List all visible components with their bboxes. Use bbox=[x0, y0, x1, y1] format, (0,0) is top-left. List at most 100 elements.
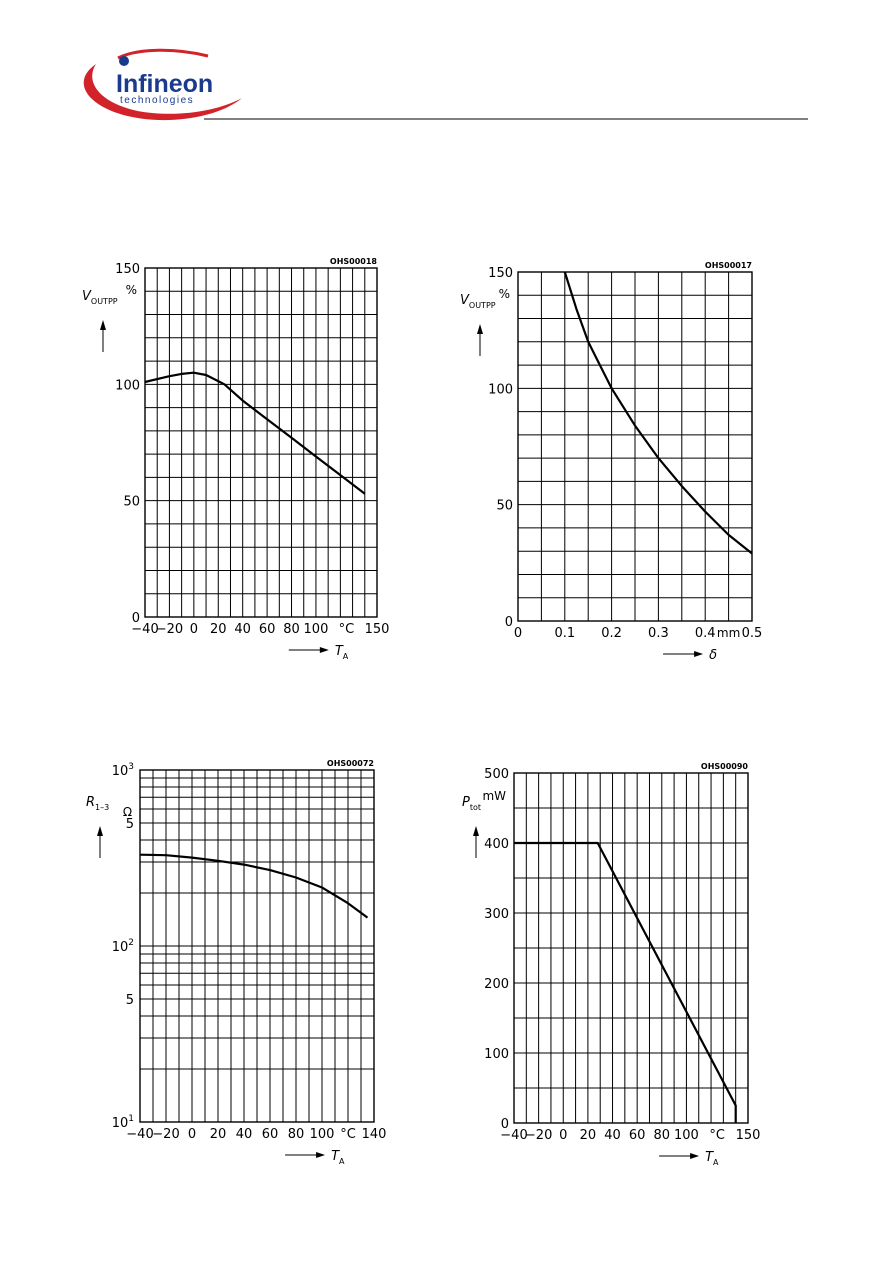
x-tick-label: −20 bbox=[152, 1127, 179, 1142]
figure-code: OHS00090 bbox=[701, 762, 749, 771]
series-line-1 bbox=[144, 371, 366, 495]
x-tick-label: 20 bbox=[210, 1127, 227, 1142]
y-tick-label: 50 bbox=[123, 495, 140, 510]
x-tick-label: 60 bbox=[259, 622, 276, 637]
x-tick-label: 0 bbox=[514, 626, 522, 641]
x-axis-label: TA bbox=[335, 644, 349, 661]
x-tick-label: °C bbox=[709, 1128, 725, 1143]
x-axis-subscript: A bbox=[339, 1157, 345, 1166]
y-tick-label: 0 bbox=[501, 1117, 509, 1132]
x-tick-label: 40 bbox=[236, 1127, 253, 1142]
x-axis-arrowhead bbox=[694, 651, 704, 657]
x-tick-label: 0 bbox=[559, 1128, 567, 1143]
x-tick-label: −20 bbox=[156, 622, 183, 637]
y-tick-label: 200 bbox=[484, 977, 509, 992]
x-tick-label: −40 bbox=[126, 1127, 153, 1142]
chart-2: 0 0.1 0.2 0.3 0.4 0.5 0 50 100 150 OHS00017 VOUTPP%… bbox=[460, 261, 762, 663]
x-tick-label: 80 bbox=[654, 1128, 671, 1143]
plot-frame bbox=[513, 772, 749, 1124]
y-axis-subscript: tot bbox=[470, 803, 481, 812]
y-axis-subscript: OUTPP bbox=[469, 301, 496, 310]
x-tick-label: 0.5 bbox=[742, 626, 763, 641]
y-tick-label: 5 bbox=[126, 817, 134, 832]
x-tick-label: 20 bbox=[210, 622, 227, 637]
y-tick-label: 100 bbox=[484, 1047, 509, 1062]
series-line-1 bbox=[563, 271, 753, 555]
series-line-1 bbox=[139, 853, 369, 919]
figure-code: OHS00017 bbox=[705, 261, 752, 270]
x-axis-label: TA bbox=[331, 1149, 345, 1166]
y-tick-exponent: 3 bbox=[128, 762, 134, 772]
logo-sub: technologies bbox=[120, 95, 194, 106]
chart-1: −40−20 0 20 40 60 80 100 °C 150 0 50 100 150 OHS00018… bbox=[82, 257, 389, 661]
x-tick-label: 140 bbox=[362, 1127, 387, 1142]
plot-frame bbox=[139, 769, 375, 1123]
x-tick-label: 0 bbox=[188, 1127, 196, 1142]
plot-frame bbox=[517, 271, 753, 622]
y-axis-unit: % bbox=[499, 287, 510, 301]
y-tick-label: 150 bbox=[488, 266, 513, 281]
x-tick-label: 150 bbox=[736, 1128, 761, 1143]
grid bbox=[513, 772, 749, 1124]
x-tick-label: −40 bbox=[131, 622, 158, 637]
x-axis-label: δ bbox=[709, 648, 717, 663]
y-axis-label: VOUTPP bbox=[460, 293, 496, 310]
x-tick-label: 20 bbox=[580, 1128, 597, 1143]
y-tick-label: 100 bbox=[115, 378, 140, 393]
x-tick-label: °C bbox=[339, 622, 355, 637]
y-axis-arrowhead bbox=[473, 826, 479, 836]
x-tick-label: 0.3 bbox=[648, 626, 669, 641]
y-axis-arrowhead bbox=[97, 826, 103, 836]
y-tick-label: 150 bbox=[115, 262, 140, 277]
series-line-1 bbox=[514, 841, 737, 1123]
y-tick-exponent: 2 bbox=[128, 938, 134, 948]
x-axis-label: TA bbox=[705, 1150, 719, 1167]
y-tick-label: 500 bbox=[484, 767, 509, 782]
x-tick-label: °C bbox=[340, 1127, 356, 1142]
y-tick-label: 5 bbox=[126, 993, 134, 1008]
y-axis-unit: Ω bbox=[123, 805, 132, 819]
page-header: Infineon technologies bbox=[83, 48, 808, 121]
grid bbox=[517, 271, 753, 622]
x-tick-label: 100 bbox=[674, 1128, 699, 1143]
x-tick-label: 40 bbox=[604, 1128, 621, 1143]
y-axis-unit: % bbox=[126, 283, 137, 297]
x-tick-label: 0.1 bbox=[554, 626, 575, 641]
x-tick-label: 40 bbox=[234, 622, 251, 637]
y-axis-subscript: OUTPP bbox=[91, 297, 118, 306]
y-axis-label: R1–3 bbox=[86, 795, 109, 812]
x-tick-label: −20 bbox=[525, 1128, 552, 1143]
x-tick-label: −40 bbox=[500, 1128, 527, 1143]
y-axis-label: Ptot bbox=[462, 795, 481, 812]
y-tick-label: 102 bbox=[112, 938, 134, 955]
y-axis-arrowhead bbox=[477, 324, 483, 334]
x-tick-label: 100 bbox=[310, 1127, 335, 1142]
y-tick-label: 0 bbox=[132, 611, 140, 626]
plot-frame bbox=[144, 267, 378, 618]
y-axis-arrowhead bbox=[100, 320, 106, 330]
logo-dot bbox=[119, 56, 129, 66]
y-tick-label: 400 bbox=[484, 837, 509, 852]
y-tick-label: 0 bbox=[505, 615, 513, 630]
x-axis-subscript: A bbox=[343, 652, 349, 661]
x-tick-label: 80 bbox=[288, 1127, 305, 1142]
y-axis-subscript: 1–3 bbox=[95, 803, 109, 812]
figure-code: OHS00018 bbox=[330, 257, 378, 266]
x-axis-arrowhead bbox=[690, 1153, 700, 1159]
y-tick-label: 300 bbox=[484, 907, 509, 922]
figure-code: OHS00072 bbox=[327, 759, 374, 768]
x-tick-label: 60 bbox=[262, 1127, 279, 1142]
y-tick-label: 50 bbox=[496, 499, 513, 514]
x-tick-label: 0 bbox=[190, 622, 198, 637]
y-tick-label: 103 bbox=[112, 762, 134, 779]
x-tick-label: 0.2 bbox=[601, 626, 622, 641]
y-tick-exponent: 1 bbox=[128, 1114, 134, 1124]
x-axis-subscript: A bbox=[713, 1158, 719, 1167]
infineon-logo: Infineon technologies bbox=[83, 48, 242, 121]
x-tick-label: 0.4 bbox=[695, 626, 716, 641]
y-axis-unit: mW bbox=[482, 789, 506, 803]
y-axis-label: VOUTPP bbox=[82, 289, 118, 306]
x-tick-label: 150 bbox=[365, 622, 390, 637]
